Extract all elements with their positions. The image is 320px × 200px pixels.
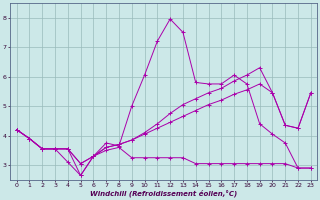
X-axis label: Windchill (Refroidissement éolien,°C): Windchill (Refroidissement éolien,°C) — [90, 190, 237, 197]
